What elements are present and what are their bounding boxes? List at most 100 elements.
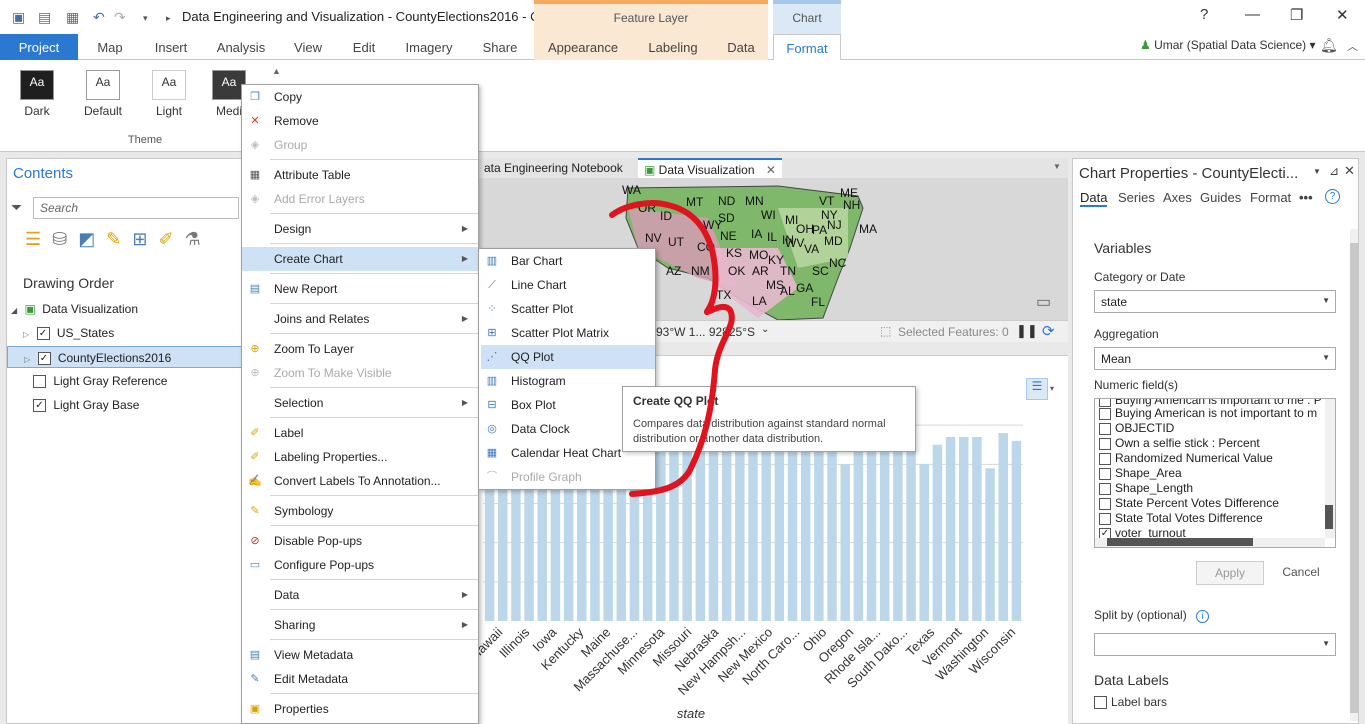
list-v-scrollbar[interactable] (1325, 399, 1335, 538)
field-checkbox[interactable] (1099, 437, 1111, 450)
tab-edit[interactable]: Edit (352, 40, 376, 55)
chart-bar[interactable] (642, 456, 653, 622)
chart-bar[interactable] (563, 456, 574, 622)
charts-icon[interactable]: ⚗ (184, 229, 201, 249)
numeric-field-item[interactable]: Own a selfie stick : Percent (1099, 436, 1260, 451)
aggregation-select[interactable]: Mean ▼ (1094, 347, 1336, 370)
chart-bar[interactable] (682, 436, 692, 621)
chart-bar[interactable] (748, 433, 758, 621)
submenu-box-plot[interactable]: ⊟ Box Plot (481, 393, 655, 417)
chart-bar[interactable] (945, 436, 956, 621)
save-project-icon[interactable]: ▦ (66, 9, 80, 25)
menu-selection[interactable]: Selection ▶ (242, 391, 478, 415)
restore-button[interactable]: ❐ (1290, 7, 1304, 24)
chart-bar[interactable] (590, 436, 600, 621)
tab-share[interactable]: Share (482, 40, 518, 55)
chart-bar[interactable] (577, 448, 587, 621)
label-bars-checkbox[interactable] (1094, 696, 1107, 710)
filter-icon[interactable]: ⏷ (11, 199, 23, 215)
field-checkbox[interactable] (1099, 422, 1111, 435)
labeling-icon[interactable]: ✐ (158, 229, 174, 249)
field-checkbox[interactable] (1099, 407, 1111, 420)
selection-list-icon[interactable]: ◩ (78, 229, 96, 249)
chart-bar[interactable] (537, 444, 548, 621)
list-h-scrollbar[interactable] (1095, 538, 1325, 547)
props-tab-format[interactable]: Format (1250, 190, 1292, 205)
menu-convert-labels[interactable]: ✍ Convert Labels To Annotation... (248, 474, 441, 488)
numeric-field-item[interactable]: Randomized Numerical Value (1099, 451, 1273, 466)
layer-us-states[interactable]: ▷ ✓ US_States (7, 322, 245, 344)
chart-bar[interactable] (695, 429, 706, 621)
tab-view[interactable]: View (294, 40, 322, 55)
chart-menu-dropdown-icon[interactable]: ▾ (1050, 384, 1055, 393)
menu-labeling-properties[interactable]: ✐ Labeling Properties... (242, 445, 478, 469)
apply-button[interactable]: Apply (1196, 561, 1264, 585)
undo-icon[interactable]: ↶ (93, 9, 105, 25)
submenu-bar-chart[interactable]: ▥ Bar Chart (486, 254, 563, 268)
split-by-select[interactable]: ▼ (1094, 633, 1336, 656)
menu-design[interactable]: Design ▶ (242, 217, 478, 241)
open-project-icon[interactable]: ▤ (38, 9, 52, 25)
chart-bar[interactable] (1011, 440, 1022, 621)
props-tab-data[interactable]: Data (1080, 190, 1108, 207)
menu-sharing[interactable]: Sharing ▶ (242, 613, 478, 637)
map-overview-icon[interactable]: ▭ (1036, 294, 1052, 311)
chart-bar[interactable] (840, 464, 850, 621)
chart-bar[interactable] (669, 433, 679, 621)
field-checkbox[interactable] (1099, 497, 1111, 510)
list-v-scrollbar-thumb[interactable] (1325, 505, 1333, 529)
customize-qat-icon[interactable]: ▾ (143, 13, 148, 23)
numeric-field-item[interactable]: Buying American is important to me : P (1099, 399, 1322, 408)
layer-county-elections[interactable]: ▷ ✓ CountyElections2016 (7, 346, 245, 368)
numeric-field-item[interactable]: ✓ voter_turnout (1099, 526, 1186, 541)
chart-bar[interactable] (814, 448, 824, 621)
chart-bar[interactable] (800, 440, 811, 621)
pause-drawing-icon[interactable]: ❚❚ (1016, 323, 1038, 338)
submenu-scatter-matrix[interactable]: ⊞ Scatter Plot Matrix (481, 321, 655, 345)
field-checkbox[interactable] (1099, 452, 1111, 465)
help-button[interactable]: ? (1200, 6, 1209, 23)
chart-bar[interactable] (721, 440, 732, 621)
close-tab-icon[interactable]: ✕ (765, 163, 776, 177)
chart-bar[interactable] (958, 436, 969, 621)
tab-data[interactable]: Data (714, 34, 768, 60)
chart-bar[interactable] (787, 444, 798, 621)
menu-disable-popups[interactable]: ⊘ Disable Pop-ups (242, 529, 478, 553)
chart-bar[interactable] (919, 464, 929, 621)
snapping-icon[interactable]: ⊞ (132, 229, 148, 249)
chart-bar[interactable] (906, 448, 916, 621)
chart-bar[interactable] (972, 436, 982, 621)
numeric-field-item[interactable]: State Percent Votes Difference (1099, 496, 1279, 511)
menu-copy[interactable]: ❐ Copy (242, 85, 478, 109)
data-source-icon[interactable]: ⛁ (52, 229, 68, 249)
theme-medium-button[interactable]: Aa Medi (203, 70, 255, 118)
chart-bar[interactable] (511, 456, 521, 622)
submenu-line-chart[interactable]: ⟋ Line Chart (481, 273, 655, 297)
menu-symbology[interactable]: ✎ Symbology (242, 499, 478, 523)
theme-light-button[interactable]: Aa Light (143, 70, 195, 118)
chart-bar[interactable] (761, 417, 771, 621)
tabs-dropdown-icon[interactable]: ▼ (1053, 162, 1061, 171)
chart-bar[interactable] (853, 444, 864, 621)
theme-dark-button[interactable]: Aa Dark (11, 70, 63, 118)
chart-bar[interactable] (879, 444, 890, 621)
chart-bar[interactable] (498, 472, 508, 621)
list-h-scrollbar-thumb[interactable] (1107, 538, 1253, 546)
tab-imagery[interactable]: Imagery (405, 40, 453, 55)
pane-close-icon[interactable]: ✕ (1344, 163, 1355, 178)
map-node[interactable]: ◢ ▣ Data Visualization (7, 298, 245, 320)
submenu-histogram[interactable]: ▥ Histogram (486, 374, 566, 388)
menu-zoom-to-layer[interactable]: ⊕ Zoom To Layer (242, 337, 478, 361)
label-bars-option[interactable]: Label bars (1094, 695, 1167, 710)
tab-format[interactable]: Format (773, 34, 841, 61)
layer-checkbox[interactable]: ✓ (37, 352, 51, 366)
chart-bar[interactable] (550, 452, 561, 621)
numeric-field-item[interactable]: Shape_Length (1099, 481, 1193, 496)
user-account[interactable]: ♟ Umar (Spatial Data Science) ▾ (1140, 38, 1316, 52)
menu-create-chart[interactable]: Create Chart ▶ (242, 247, 478, 271)
menu-view-metadata[interactable]: ▤ View Metadata (249, 648, 354, 662)
pane-menu-icon[interactable]: ▼ (1313, 167, 1321, 176)
menu-edit-metadata[interactable]: ✎ Edit Metadata (242, 667, 478, 691)
props-tab-series[interactable]: Series (1118, 190, 1155, 205)
props-tab-axes[interactable]: Axes (1163, 190, 1192, 205)
